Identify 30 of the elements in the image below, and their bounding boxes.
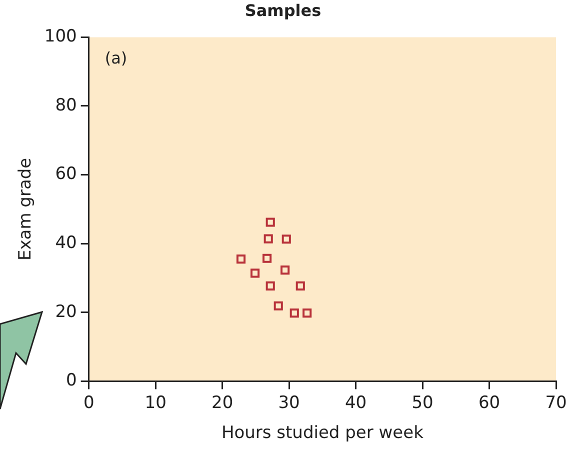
- x-tick-label: 70: [545, 392, 567, 413]
- x-tick-label: 50: [412, 392, 434, 413]
- x-tick-label: 60: [478, 392, 500, 413]
- point: [262, 254, 272, 263]
- point: [302, 308, 312, 318]
- y-tick-label: 20: [55, 302, 77, 322]
- x-tick-label: 0: [83, 392, 94, 413]
- x-tick-label: 30: [278, 392, 300, 413]
- y-tick-label: 60: [55, 164, 77, 184]
- point: [250, 268, 260, 278]
- y-tick-label: 80: [55, 95, 77, 116]
- y-tick-label: 100: [44, 26, 77, 47]
- y-axis-title: Exam grade: [16, 158, 36, 261]
- point: [282, 234, 291, 244]
- point: [236, 254, 246, 264]
- x-axis-title: Hours studied per week: [221, 423, 424, 444]
- point: [266, 218, 275, 227]
- x-tick-label: 10: [144, 392, 166, 413]
- x-tick-label: 20: [212, 392, 234, 413]
- point: [290, 308, 299, 318]
- point: [280, 266, 290, 275]
- chart-title: Samples: [244, 0, 322, 20]
- point: [274, 301, 283, 310]
- point: [264, 234, 273, 244]
- y-tick-label: 40: [55, 233, 77, 254]
- y-tick-label: 0: [66, 370, 77, 391]
- x-tick-label: 40: [344, 392, 367, 413]
- point: [296, 281, 305, 290]
- annotation: (a): [104, 48, 128, 68]
- point: [266, 281, 275, 290]
